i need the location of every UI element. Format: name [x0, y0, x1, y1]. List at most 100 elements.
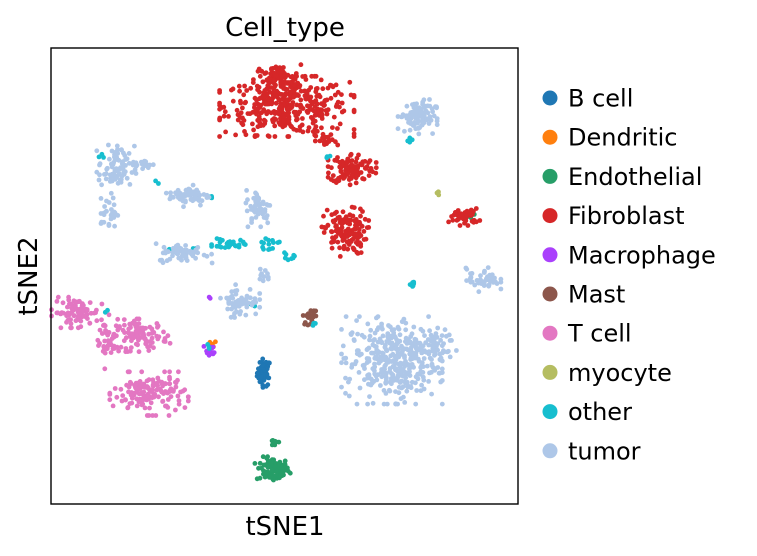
data-point [253, 206, 258, 212]
data-point [111, 215, 117, 220]
data-point [127, 379, 133, 385]
data-point [298, 62, 304, 68]
data-point [54, 299, 60, 304]
data-point [254, 191, 259, 197]
data-point [136, 336, 142, 341]
data-point [405, 347, 411, 353]
data-point [201, 344, 207, 349]
data-point [112, 167, 118, 173]
data-point [444, 349, 450, 355]
data-point [295, 92, 300, 97]
data-point [369, 376, 374, 382]
data-point [243, 132, 249, 138]
data-point [139, 159, 144, 165]
data-point [136, 316, 142, 322]
series-tumor [94, 97, 504, 407]
data-point [426, 121, 432, 126]
data-point [136, 391, 142, 397]
data-point [263, 215, 269, 221]
data-point [88, 310, 94, 316]
data-point [357, 221, 363, 227]
data-point [376, 360, 382, 366]
data-point [273, 73, 279, 79]
data-point [247, 287, 253, 292]
data-point [401, 394, 406, 400]
data-point [257, 360, 263, 365]
data-point [403, 380, 409, 386]
data-point [367, 158, 373, 164]
data-point [167, 256, 173, 262]
data-point [252, 461, 258, 466]
data-point [353, 231, 359, 237]
data-point [99, 301, 105, 307]
data-point [430, 131, 435, 137]
data-point [413, 345, 419, 350]
legend-marker [542, 404, 558, 420]
data-point [87, 320, 93, 326]
data-point [126, 389, 131, 395]
data-point [254, 133, 260, 138]
data-point [260, 122, 266, 128]
data-point [421, 356, 427, 361]
data-point [127, 182, 133, 187]
data-point [368, 327, 374, 333]
chart-title: Cell_type [225, 13, 345, 43]
data-point [340, 343, 346, 349]
data-point [281, 65, 286, 70]
data-point [150, 383, 156, 389]
data-point [358, 213, 363, 219]
data-point [294, 102, 300, 108]
data-point [291, 94, 296, 100]
legend-marker [542, 247, 558, 263]
data-point [261, 108, 267, 114]
data-point [183, 243, 189, 248]
data-point [273, 468, 279, 474]
data-point [418, 111, 424, 116]
data-point [243, 296, 249, 302]
data-point [353, 223, 358, 228]
data-point [116, 157, 122, 163]
data-point [381, 401, 387, 407]
data-point [126, 384, 132, 390]
data-point [154, 321, 160, 326]
data-point [121, 150, 126, 156]
data-point [314, 128, 320, 134]
data-point [116, 166, 121, 172]
data-point [232, 302, 238, 308]
data-point [115, 327, 121, 333]
data-point [402, 361, 408, 367]
data-point [330, 235, 335, 241]
data-point [255, 371, 261, 377]
data-point [310, 129, 316, 135]
data-point [429, 391, 434, 397]
data-point [344, 234, 350, 239]
data-point [243, 99, 249, 105]
data-point [298, 88, 304, 94]
data-point [255, 198, 260, 204]
data-point [257, 202, 263, 207]
data-point [68, 321, 74, 327]
data-point [245, 224, 251, 230]
legend-marker [542, 364, 558, 380]
data-point [306, 95, 312, 101]
data-point [372, 364, 378, 370]
data-point [324, 155, 330, 161]
data-point [343, 360, 349, 366]
data-point [441, 341, 446, 346]
data-point [234, 288, 240, 293]
data-point [293, 109, 299, 115]
data-point [243, 312, 249, 318]
data-point [304, 108, 310, 114]
data-point [428, 338, 434, 344]
data-point [313, 313, 319, 319]
data-point [367, 333, 373, 339]
data-point [244, 88, 250, 93]
data-point [151, 394, 157, 399]
data-point [217, 90, 223, 95]
data-point [173, 407, 178, 413]
data-point [171, 387, 176, 393]
data-point [150, 162, 156, 168]
data-point [321, 213, 326, 219]
data-point [101, 212, 107, 218]
data-point [68, 301, 74, 307]
